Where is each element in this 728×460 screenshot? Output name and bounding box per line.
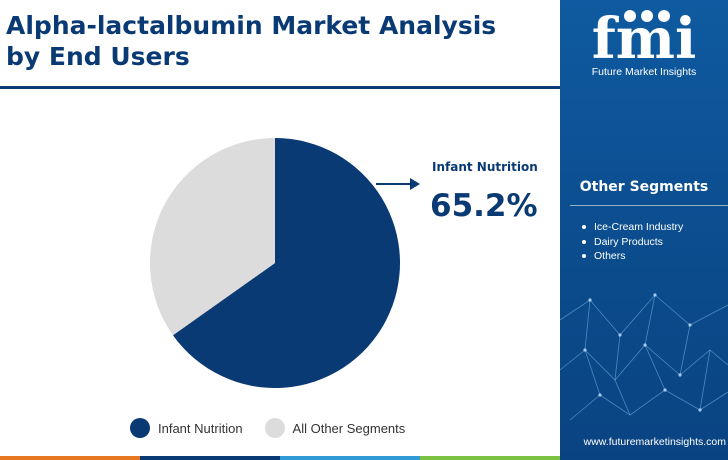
legend-label-infant-nutrition: Infant Nutrition [158,420,243,436]
callout-label: Infant Nutrition [432,160,538,174]
pie-chart [149,138,400,388]
legend-label-other-segments: All Other Segments [292,420,406,436]
bullet-icon [582,239,586,244]
other-segments-title: Other Segments [579,179,709,195]
segment-item: Dairy Products [582,235,683,250]
bullet-icon [582,254,586,259]
pie-slice-infant-nutrition [172,138,400,388]
sidebar-panel: fmi Future Market Insights Other Segment… [560,0,728,460]
bottom-bar-segment [420,456,560,460]
bottom-bar-segment [280,456,420,460]
chart-title: Alpha-lactalbumin Market Analysis by End… [6,11,497,71]
bottom-bar-segment [140,456,280,460]
network-pattern-graphic [560,293,728,421]
pie-slice-all-other-segments [149,138,275,336]
bottom-color-bar [0,456,560,460]
fmi-logo: fmi [592,6,697,68]
chart-legend: Infant Nutrition All Other Segments [130,418,427,438]
segments-divider [570,205,728,206]
legend-item-other-segments: All Other Segments [264,418,406,438]
website-url: www.futuremarketinsights.com [583,436,726,448]
segment-item: Ice-Cream Industry [582,220,683,235]
bottom-bar-segment [0,456,140,460]
title-divider [0,86,560,89]
segment-item: Others [582,249,683,264]
callout-value: 65.2% [430,188,538,224]
logo-subtitle: Future Market Insights [591,66,697,78]
bullet-icon [582,225,586,230]
legend-swatch-other-segments [264,418,285,438]
legend-item-infant-nutrition: Infant Nutrition [130,418,243,438]
legend-swatch-infant-nutrition [130,418,150,438]
segments-list: Ice-Cream Industry Dairy Products Others [582,220,683,264]
callout-arrow-icon [376,178,420,190]
